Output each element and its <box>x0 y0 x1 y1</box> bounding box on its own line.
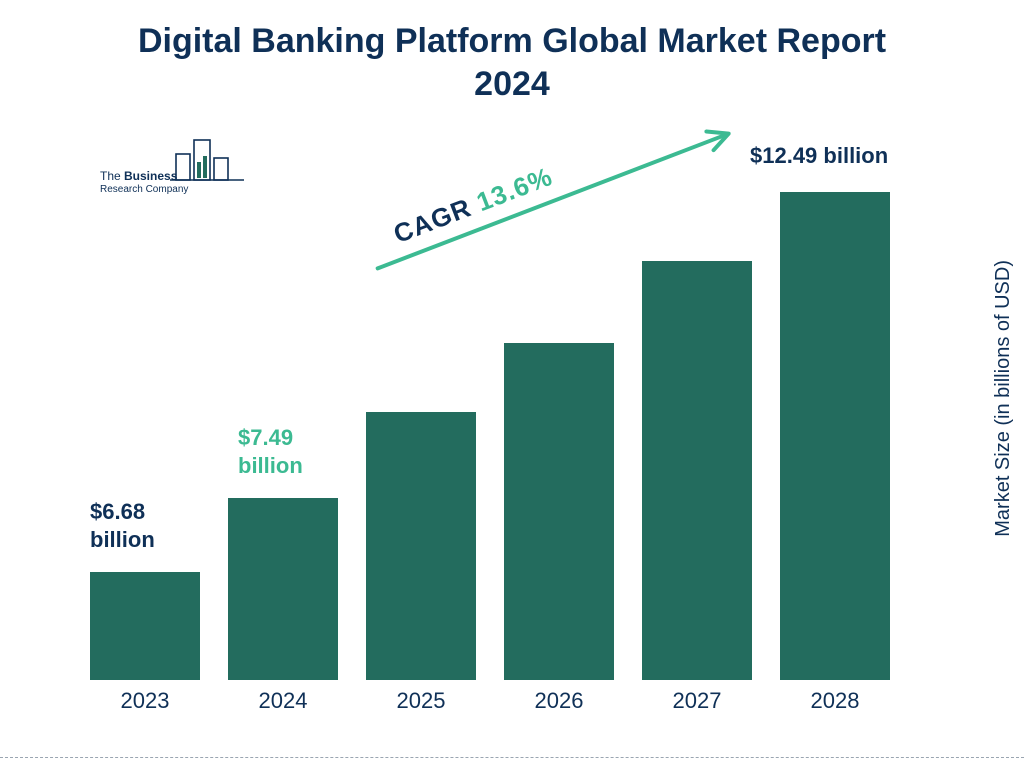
bar-chart: 202320242025202620272028$6.68 billion$7.… <box>90 160 910 680</box>
x-axis-label: 2026 <box>504 688 614 714</box>
bar <box>90 572 200 680</box>
bar <box>504 343 614 680</box>
x-axis-label: 2023 <box>90 688 200 714</box>
bar <box>780 192 890 680</box>
x-axis-label: 2025 <box>366 688 476 714</box>
bar <box>366 412 476 680</box>
bar <box>228 498 338 680</box>
x-axis-label: 2024 <box>228 688 338 714</box>
y-axis-label: Market Size (in billions of USD) <box>992 260 1015 537</box>
x-axis-label: 2027 <box>642 688 752 714</box>
chart-title: Digital Banking Platform Global Market R… <box>0 20 1024 105</box>
bar <box>642 261 752 680</box>
footer-divider <box>0 757 1024 758</box>
value-callout: $6.68 billion <box>90 498 155 553</box>
value-callout: $12.49 billion <box>750 142 888 170</box>
x-axis-label: 2028 <box>780 688 890 714</box>
value-callout: $7.49 billion <box>238 424 303 479</box>
